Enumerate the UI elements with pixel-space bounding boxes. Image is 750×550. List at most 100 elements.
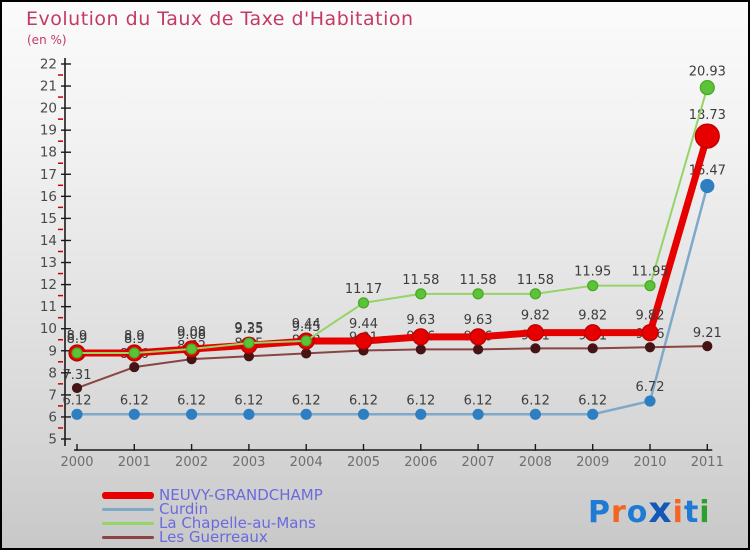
y-tick-label: 17 — [40, 167, 57, 183]
y-tick-label: 20 — [40, 101, 57, 117]
data-point-label: 9.44 — [292, 317, 321, 332]
y-tick-label: 18 — [40, 145, 57, 161]
legend-swatch-blue-line — [102, 507, 154, 511]
data-point-marker — [357, 297, 370, 309]
data-point-marker — [641, 324, 659, 342]
data-point-label: 9.35 — [234, 322, 263, 337]
legend-label: La Chapelle-au-Mans — [159, 514, 316, 532]
chart-subtitle: (en %) — [27, 33, 67, 47]
data-point-marker — [354, 332, 373, 350]
x-tick-label: 2007 — [462, 455, 495, 470]
data-point-label: 9.63 — [464, 313, 493, 328]
legend-item-la-chapelle-au-mans: La Chapelle-au-Mans — [102, 514, 323, 532]
data-point-marker — [472, 288, 484, 300]
legend-label: Curdin — [159, 500, 209, 518]
data-point-label: 11.17 — [345, 282, 382, 297]
data-point-marker — [694, 123, 720, 149]
data-point-marker — [71, 347, 83, 359]
data-point-label: 6.12 — [63, 393, 92, 408]
y-tick-label: 21 — [40, 79, 57, 95]
y-tick-label: 10 — [40, 321, 57, 337]
legend-label: Les Guerreaux — [159, 528, 268, 546]
data-point-marker — [526, 324, 545, 342]
data-point-label: 9.21 — [693, 326, 722, 341]
data-point-label: 9.82 — [578, 309, 607, 324]
data-point-label: 6.12 — [521, 393, 550, 408]
legend-item-les-guerreaux: Les Guerreaux — [102, 528, 323, 546]
data-point-marker — [644, 280, 656, 292]
series-line-les-guerreaux — [76, 345, 709, 390]
data-point-label: 6.12 — [292, 393, 321, 408]
data-point-label: 6.72 — [636, 380, 665, 395]
x-tick-label: 2003 — [232, 455, 265, 470]
data-point-marker — [129, 361, 140, 373]
y-tick-label: 12 — [40, 277, 57, 293]
data-point-marker — [472, 408, 484, 420]
chart-title: Evolution du Taux de Taxe d'Habitation — [26, 8, 414, 30]
legend-label: NEUVY-GRANDCHAMP — [159, 486, 323, 504]
y-tick-label: 13 — [40, 255, 57, 271]
data-point-marker — [702, 341, 713, 352]
data-point-label: 7.31 — [63, 368, 92, 383]
data-point-label: 9.08 — [177, 328, 206, 343]
data-point-marker — [300, 408, 312, 420]
data-point-marker — [587, 408, 599, 420]
logo-letter: P — [588, 495, 611, 530]
y-tick-label: 9 — [48, 343, 57, 359]
data-point-marker — [644, 342, 656, 353]
data-point-marker — [529, 288, 542, 300]
data-point-marker — [300, 335, 312, 347]
x-tick-label: 2001 — [118, 455, 151, 470]
logo-letter: i — [699, 495, 711, 530]
data-point-label: 6.12 — [349, 393, 378, 408]
logo-letter: t — [683, 495, 700, 530]
data-point-label: 11.58 — [402, 273, 439, 288]
y-tick-label: 15 — [40, 211, 57, 227]
data-point-marker — [587, 280, 599, 292]
data-point-label: 6.12 — [578, 393, 607, 408]
data-point-marker — [700, 178, 715, 194]
data-point-label: 6.12 — [464, 393, 493, 408]
logo-letter: i — [672, 495, 684, 530]
data-point-marker — [415, 344, 426, 355]
data-point-label: 8.9 — [67, 329, 88, 344]
data-point-marker — [71, 408, 83, 420]
legend-swatch-darkred-line — [102, 535, 154, 539]
x-tick-label: 2009 — [576, 455, 609, 470]
y-tick-label: 16 — [40, 189, 57, 205]
data-point-label: 9.82 — [521, 309, 550, 324]
data-point-label: 6.12 — [234, 393, 263, 408]
proxiti-logo: Proxiti — [588, 490, 711, 531]
legend-swatch-red-line — [102, 491, 154, 499]
data-point-label: 9.44 — [349, 317, 378, 332]
data-point-marker — [587, 343, 598, 354]
data-point-label: 11.58 — [517, 273, 554, 288]
data-point-label: 11.95 — [631, 265, 668, 280]
data-point-label: 9.25 — [234, 321, 263, 336]
data-point-marker — [301, 348, 312, 359]
y-tick-label: 22 — [40, 56, 57, 72]
x-tick-label: 2000 — [60, 455, 93, 470]
data-point-marker — [644, 395, 656, 407]
legend-item-curdin: Curdin — [102, 500, 323, 518]
data-point-marker — [530, 343, 541, 354]
data-point-label: 11.58 — [459, 273, 496, 288]
y-tick-label: 14 — [40, 233, 57, 249]
y-tick-label: 5 — [48, 432, 57, 448]
data-point-marker — [186, 408, 198, 420]
series-line-la-chapelle-au-mans — [76, 86, 709, 354]
data-point-marker — [71, 382, 83, 394]
x-tick-label: 2010 — [633, 455, 666, 470]
x-tick-label: 2008 — [519, 455, 552, 470]
data-point-label: 6.12 — [120, 393, 149, 408]
data-point-marker — [128, 408, 140, 420]
x-tick-label: 2005 — [347, 455, 380, 470]
data-point-marker — [186, 343, 198, 355]
data-point-label: 9.08 — [177, 325, 206, 340]
data-point-label: 11.95 — [574, 265, 611, 280]
logo-letter: r — [611, 495, 627, 530]
data-point-marker — [128, 347, 140, 359]
logo-letter: x — [648, 490, 673, 531]
